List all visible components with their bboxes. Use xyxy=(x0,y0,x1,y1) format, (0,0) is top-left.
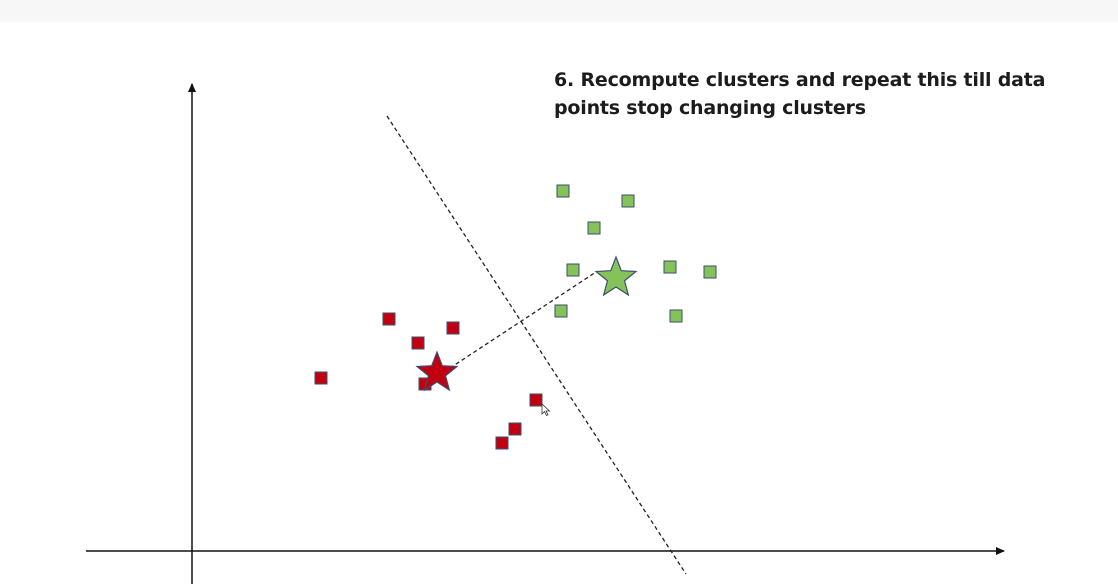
green-data-point xyxy=(663,260,677,274)
red-data-point xyxy=(508,422,522,436)
top-bar xyxy=(0,0,1118,22)
green-data-point xyxy=(554,304,568,318)
red-data-point xyxy=(411,336,425,350)
green-centroid-star-icon xyxy=(594,255,638,297)
green-data-point xyxy=(669,309,683,323)
green-data-point xyxy=(587,221,601,235)
green-data-point xyxy=(556,184,570,198)
green-data-point xyxy=(703,265,717,279)
red-data-point xyxy=(529,393,543,407)
centroids-layer xyxy=(415,255,638,392)
red-data-point xyxy=(382,312,396,326)
green-data-point xyxy=(566,263,580,277)
slide-title: 6. Recompute clusters and repeat this ti… xyxy=(554,69,1046,119)
red-data-point xyxy=(446,321,460,335)
red-data-point xyxy=(314,371,328,385)
mouse-cursor-icon xyxy=(541,403,551,417)
green-data-point xyxy=(621,194,635,208)
centroid-connector-line xyxy=(449,271,597,369)
red-data-point xyxy=(495,436,509,450)
decision-boundary-line xyxy=(386,115,687,575)
red-centroid-star-icon xyxy=(415,350,459,392)
data-points-layer xyxy=(314,184,717,450)
